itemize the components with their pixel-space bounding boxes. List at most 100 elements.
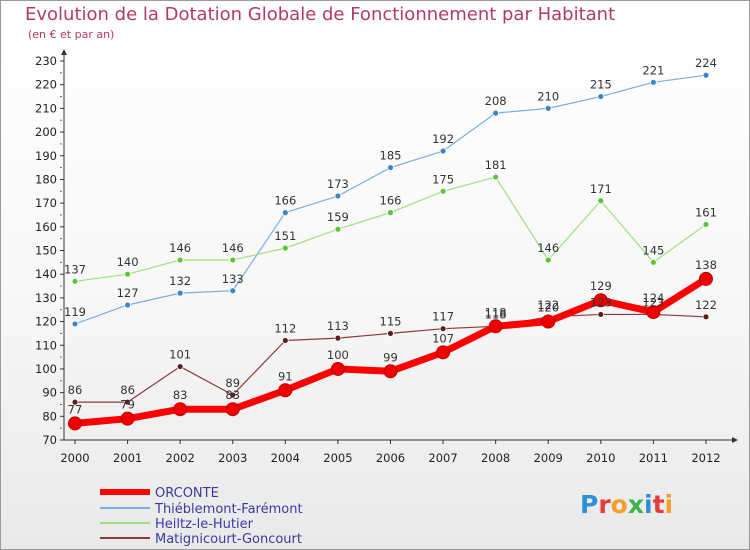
data-point xyxy=(387,164,394,171)
y-minor-tick xyxy=(60,309,62,311)
data-label: 185 xyxy=(380,149,402,163)
data-point xyxy=(439,325,447,333)
data-point xyxy=(229,287,237,295)
data-label: 115 xyxy=(380,314,402,328)
data-label: 86 xyxy=(68,383,83,397)
y-tick-label: 100 xyxy=(35,362,57,376)
data-point xyxy=(436,345,451,360)
data-point xyxy=(702,71,710,79)
data-label: 192 xyxy=(432,132,454,146)
data-label: 123 xyxy=(590,295,612,309)
data-label: 208 xyxy=(485,94,507,108)
data-label: 83 xyxy=(225,388,240,402)
y-tick-label: 200 xyxy=(35,125,57,139)
x-axis-arrow xyxy=(732,437,738,443)
data-point xyxy=(71,398,79,406)
data-point xyxy=(649,78,657,86)
data-point xyxy=(281,244,289,252)
data-point xyxy=(225,402,240,417)
x-tick-label: 2000 xyxy=(60,451,89,465)
data-label: 124 xyxy=(642,291,664,305)
x-tick-label: 2011 xyxy=(639,451,668,465)
data-label: 166 xyxy=(274,194,296,208)
data-point xyxy=(120,411,135,426)
data-label: 118 xyxy=(485,305,507,319)
data-point xyxy=(281,209,289,217)
data-label: 91 xyxy=(278,369,293,383)
y-tick-label: 220 xyxy=(35,78,57,92)
y-minor-tick xyxy=(60,238,62,240)
data-label: 145 xyxy=(642,243,664,257)
data-label: 221 xyxy=(642,63,664,77)
y-tick-label: 110 xyxy=(35,338,57,352)
data-point xyxy=(492,173,500,181)
data-point xyxy=(124,398,131,406)
data-label: 171 xyxy=(590,182,612,196)
data-label: 83 xyxy=(173,388,188,402)
series-orconte xyxy=(68,271,713,431)
data-label: 138 xyxy=(695,258,717,272)
data-label: 129 xyxy=(590,279,612,293)
data-point xyxy=(492,109,500,117)
data-point xyxy=(71,320,79,328)
data-point xyxy=(334,225,342,233)
x-tick-label: 2002 xyxy=(166,451,195,465)
y-tick-label: 210 xyxy=(35,101,57,115)
y-minor-tick xyxy=(60,403,62,405)
y-tick-label: 160 xyxy=(35,220,57,234)
data-label: 146 xyxy=(169,241,191,255)
legend-label: Thiéblemont-Farémont xyxy=(154,502,303,517)
series-heiltz-le-hutier xyxy=(71,173,710,285)
data-point xyxy=(124,301,131,309)
y-axis-arrow xyxy=(61,49,67,55)
data-label: 100 xyxy=(327,348,349,362)
legend-label: ORCONTE xyxy=(155,486,219,501)
data-point xyxy=(593,293,608,308)
data-point xyxy=(229,256,237,264)
data-label: 132 xyxy=(169,274,191,288)
data-label: 120 xyxy=(537,301,559,315)
data-label: 140 xyxy=(117,255,139,269)
data-label: 175 xyxy=(432,172,454,186)
data-point xyxy=(541,314,556,329)
data-point xyxy=(330,361,345,376)
data-label: 181 xyxy=(485,158,507,172)
data-label: 113 xyxy=(327,319,349,333)
data-label: 137 xyxy=(64,262,86,276)
data-point xyxy=(176,256,184,264)
y-tick-label: 120 xyxy=(35,315,57,329)
data-label: 146 xyxy=(537,241,559,255)
data-label: 173 xyxy=(327,177,349,191)
data-label: 122 xyxy=(695,298,717,312)
y-minor-tick xyxy=(60,356,62,358)
data-point xyxy=(173,402,188,417)
series-thi-blemont-far-mont xyxy=(71,71,710,328)
data-point xyxy=(702,313,710,321)
data-point xyxy=(698,271,713,286)
data-label: 118 xyxy=(485,307,507,321)
data-point xyxy=(649,258,657,266)
data-point xyxy=(387,209,394,217)
x-tick-label: 2003 xyxy=(218,451,247,465)
data-point xyxy=(439,147,447,155)
x-tick-label: 2001 xyxy=(113,451,142,465)
y-minor-tick xyxy=(60,380,62,382)
x-tick-label: 2005 xyxy=(323,451,352,465)
data-point xyxy=(488,319,503,334)
data-point xyxy=(439,187,447,195)
data-point xyxy=(281,337,289,344)
y-minor-tick xyxy=(60,167,62,169)
data-point xyxy=(387,330,394,337)
data-label: 159 xyxy=(327,210,349,224)
data-point xyxy=(71,277,79,285)
y-minor-tick xyxy=(60,261,62,263)
data-label: 123 xyxy=(642,295,664,309)
y-tick-label: 80 xyxy=(42,409,57,423)
data-label: 86 xyxy=(120,383,135,397)
data-point xyxy=(229,391,237,399)
x-tick-label: 2006 xyxy=(376,451,405,465)
data-label: 215 xyxy=(590,78,612,92)
y-minor-tick xyxy=(60,332,62,334)
x-tick-label: 2008 xyxy=(481,451,510,465)
